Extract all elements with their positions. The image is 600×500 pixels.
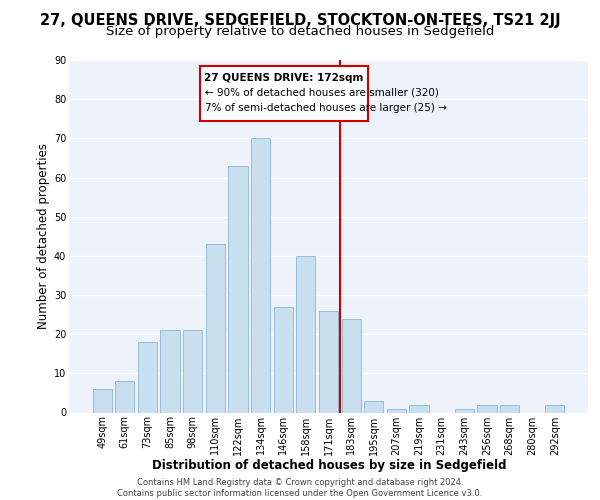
Bar <box>115 381 134 412</box>
Text: 27, QUEENS DRIVE, SEDGEFIELD, STOCKTON-ON-TEES, TS21 2JJ: 27, QUEENS DRIVE, SEDGEFIELD, STOCKTON-O… <box>40 12 560 28</box>
Text: 7% of semi-detached houses are larger (25) →: 7% of semi-detached houses are larger (2… <box>205 103 447 113</box>
Bar <box>138 342 157 412</box>
Text: Contains HM Land Registry data © Crown copyright and database right 2024.
Contai: Contains HM Land Registry data © Crown c… <box>118 478 482 498</box>
Bar <box>387 408 406 412</box>
Bar <box>200 66 368 120</box>
Bar <box>274 306 293 412</box>
Bar <box>160 330 180 412</box>
Text: ← 90% of detached houses are smaller (320): ← 90% of detached houses are smaller (32… <box>205 88 439 98</box>
Bar <box>545 404 565 412</box>
Text: Size of property relative to detached houses in Sedgefield: Size of property relative to detached ho… <box>106 25 494 38</box>
Bar <box>477 404 497 412</box>
Bar <box>364 401 383 412</box>
Bar <box>500 404 519 412</box>
Bar <box>296 256 316 412</box>
Bar <box>341 318 361 412</box>
Bar <box>229 166 248 412</box>
Y-axis label: Number of detached properties: Number of detached properties <box>37 143 50 329</box>
Bar <box>409 404 428 412</box>
Bar <box>319 310 338 412</box>
Bar <box>92 389 112 412</box>
Text: 27 QUEENS DRIVE: 172sqm: 27 QUEENS DRIVE: 172sqm <box>204 73 364 83</box>
Bar <box>251 138 270 412</box>
Bar <box>183 330 202 412</box>
Bar <box>206 244 225 412</box>
Text: Distribution of detached houses by size in Sedgefield: Distribution of detached houses by size … <box>152 460 506 472</box>
Bar <box>455 408 474 412</box>
